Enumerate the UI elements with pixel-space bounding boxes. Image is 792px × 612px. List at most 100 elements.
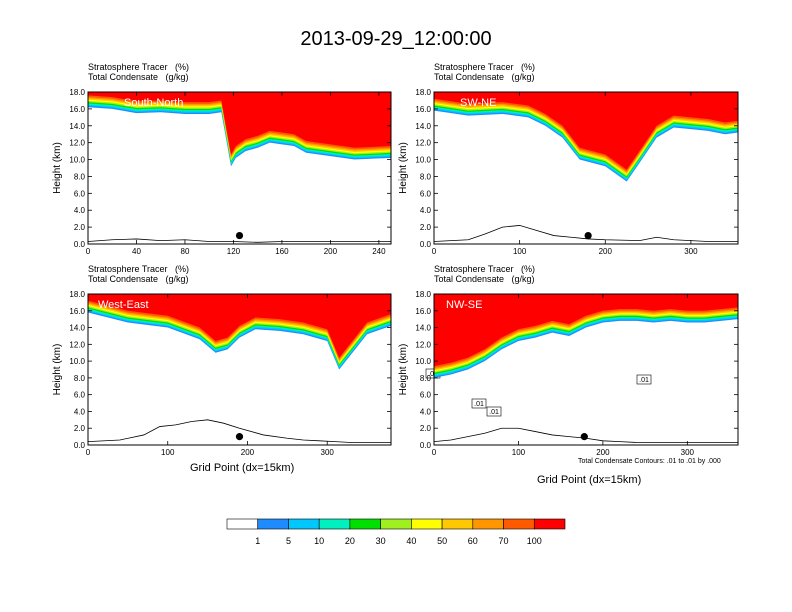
panel-4-contour-label-box bbox=[486, 406, 502, 417]
panel-1-x-tick-label: 240 bbox=[372, 247, 386, 256]
panel-2-location-marker bbox=[584, 231, 592, 240]
colorbar-swatch bbox=[257, 518, 289, 530]
panel-1-y-tick-label: 4.0 bbox=[74, 206, 86, 215]
colorbar-label: 70 bbox=[499, 536, 509, 546]
panel-3-plot-area bbox=[88, 294, 391, 443]
colorbar-swatch bbox=[411, 518, 443, 530]
panel-2-y-tick-label: 4.0 bbox=[420, 206, 432, 215]
panel-3-y-tick-label: 10.0 bbox=[69, 357, 85, 366]
panel-4-location-marker bbox=[580, 433, 588, 441]
panel-4-contour-label: .01 bbox=[489, 409, 499, 416]
panel-3-y-tick-label: 16.0 bbox=[69, 307, 85, 316]
panel-3-y-tick-label: 14.0 bbox=[69, 324, 85, 333]
panel-3-y-tick-label: 12.0 bbox=[69, 340, 85, 349]
panel-3-label: West-East bbox=[98, 299, 149, 311]
panel-4-y-tick-label: 0.0 bbox=[420, 441, 432, 450]
panel-4-variable-line: Stratosphere Tracer (%) bbox=[434, 264, 536, 274]
panel-1-group: South-North 0.0 2.0 4.0 6.0 8.0 10.0 12.0 14.0 16… bbox=[52, 88, 392, 256]
panel-1-y-tick-label: 8.0 bbox=[74, 172, 86, 181]
panel-4-group: NW-SE .01 .01 .01 0.0 2.0 4.0 6.0 8.0 10.0 12.0 14.… bbox=[398, 290, 739, 457]
panel-4-contour-label: .01 bbox=[639, 377, 649, 384]
panel-1-contour-line: Total Condensate (g/kg) bbox=[88, 72, 189, 82]
colorbar-label: 50 bbox=[437, 536, 447, 546]
panel-4-y-tick-label: 14.0 bbox=[415, 324, 431, 333]
colorbar-label: 20 bbox=[345, 536, 355, 546]
panel-4-x-tick-label: 0 bbox=[432, 448, 437, 457]
panel-4-y-tick-label: 12.0 bbox=[415, 340, 431, 349]
panel-1-y-tick-label: 12.0 bbox=[69, 139, 85, 148]
panel-3-x-tick-label: 200 bbox=[241, 448, 255, 457]
panel-3-terrain-line bbox=[88, 419, 391, 443]
panel-4-contour-line: Total Condensate (g/kg) bbox=[434, 274, 535, 284]
panel-3-y-tick-label: 8.0 bbox=[74, 374, 86, 383]
panel-1-x-tick-label: 0 bbox=[86, 247, 91, 256]
panel-3-y-tick-label: 0.0 bbox=[74, 441, 86, 450]
panel-4-x-tick-label: 200 bbox=[596, 448, 610, 457]
colorbar: 1 5 10 20 30 40 50 60 70 100 bbox=[226, 518, 566, 546]
panel-3-y-tick-label: 4.0 bbox=[74, 407, 86, 416]
panel-2-x-tick-label: 100 bbox=[513, 247, 527, 256]
colorbar-swatch bbox=[226, 518, 259, 530]
panel-2-y-axis-label: Height (km) bbox=[398, 142, 409, 194]
panel-4-y-tick-label: 2.0 bbox=[420, 424, 432, 433]
panel-2-y-tick-label: 10.0 bbox=[415, 156, 431, 165]
panel-3-location-marker bbox=[235, 433, 244, 441]
panel-4-x-tick-label: 300 bbox=[681, 448, 695, 457]
panel-1-location-marker bbox=[235, 231, 244, 240]
panel-1-x-tick-label: 200 bbox=[324, 247, 338, 256]
colorbar-label: 5 bbox=[286, 536, 291, 546]
panel-4-y-tick-label: 16.0 bbox=[415, 307, 431, 316]
panel-3-variable-line: Stratosphere Tracer (%) bbox=[88, 264, 190, 274]
panel-4-y-tick-label: 8.0 bbox=[420, 374, 432, 383]
panel-2-variable-line: Stratosphere Tracer (%) bbox=[434, 62, 536, 72]
panel-2-label: SW-NE bbox=[460, 97, 496, 109]
colorbar-swatch bbox=[288, 518, 320, 530]
panel-1-y-tick-label: 6.0 bbox=[74, 189, 86, 198]
panel-4-y-tick-label: 6.0 bbox=[420, 391, 432, 400]
panel-1-x-tick-label: 40 bbox=[132, 247, 141, 256]
panel-4-y-tick-label: 18.0 bbox=[415, 290, 431, 299]
panel-4-x-axis-label: Grid Point (dx=15km) bbox=[537, 474, 642, 486]
colorbar-label: 1 bbox=[255, 536, 260, 546]
panel-4-contour-note: Total Condensate Contours: .01 to .01 by… bbox=[578, 458, 721, 465]
panel-4-contour-label-box bbox=[471, 398, 487, 409]
panel-1-y-tick-label: 0.0 bbox=[74, 240, 86, 249]
colorbar-label: 40 bbox=[406, 536, 416, 546]
panel-2-contour-line: Total Condensate (g/kg) bbox=[434, 72, 535, 82]
panel-4-y-tick-label: 10.0 bbox=[415, 357, 431, 366]
panel-1-variable-line: Stratosphere Tracer (%) bbox=[88, 62, 190, 72]
panel-4-plot-area bbox=[434, 294, 738, 443]
page-title: 2013-09-29_12:00:00 bbox=[300, 28, 492, 50]
panel-2-tracer-band-10 bbox=[434, 92, 738, 170]
panel-1-x-tick-label: 80 bbox=[181, 247, 190, 256]
panel-3-y-tick-label: 6.0 bbox=[74, 391, 86, 400]
panel-2-y-tick-label: 6.0 bbox=[420, 189, 432, 198]
colorbar-label: 60 bbox=[468, 536, 478, 546]
panel-1-y-tick-label: 10.0 bbox=[69, 156, 85, 165]
colorbar-swatch bbox=[318, 518, 351, 530]
panel-1-y-tick-label: 18.0 bbox=[69, 88, 85, 97]
panel-3-contour-line: Total Condensate (g/kg) bbox=[88, 274, 189, 284]
panel-2-y-tick-label: 2.0 bbox=[420, 223, 432, 232]
panel-3-tracer-band-10 bbox=[88, 294, 391, 358]
panel-2-y-tick-label: 0.0 bbox=[420, 240, 432, 249]
panel-4-y-axis-label: Height (km) bbox=[398, 344, 409, 396]
panel-3-x-tick-label: 300 bbox=[321, 448, 335, 457]
panel-2-frame bbox=[433, 91, 739, 245]
panel-2-x-tick-label: 200 bbox=[599, 247, 613, 256]
panel-2-x-tick-label: 300 bbox=[684, 247, 698, 256]
panel-2-group: SW-NE 0.0 2.0 4.0 6.0 8.0 10.0 12.0 14.0 16.0 18.0… bbox=[398, 88, 739, 256]
panel-1-frame bbox=[87, 91, 392, 245]
panel-1-x-tick-label: 120 bbox=[227, 247, 241, 256]
panel-3-y-axis-label: Height (km) bbox=[52, 344, 63, 396]
colorbar-label: 10 bbox=[314, 536, 324, 546]
panel-2-y-tick-label: 8.0 bbox=[420, 172, 432, 181]
panel-4-frame bbox=[433, 293, 739, 446]
panel-2-y-tick-label: 12.0 bbox=[415, 139, 431, 148]
panel-1-tracer-band-10 bbox=[88, 92, 391, 155]
panel-2-plot-area bbox=[434, 92, 738, 242]
panel-1-y-tick-label: 14.0 bbox=[69, 122, 85, 131]
panel-1-terrain-line bbox=[88, 238, 391, 243]
panel-3-y-tick-label: 2.0 bbox=[74, 424, 86, 433]
